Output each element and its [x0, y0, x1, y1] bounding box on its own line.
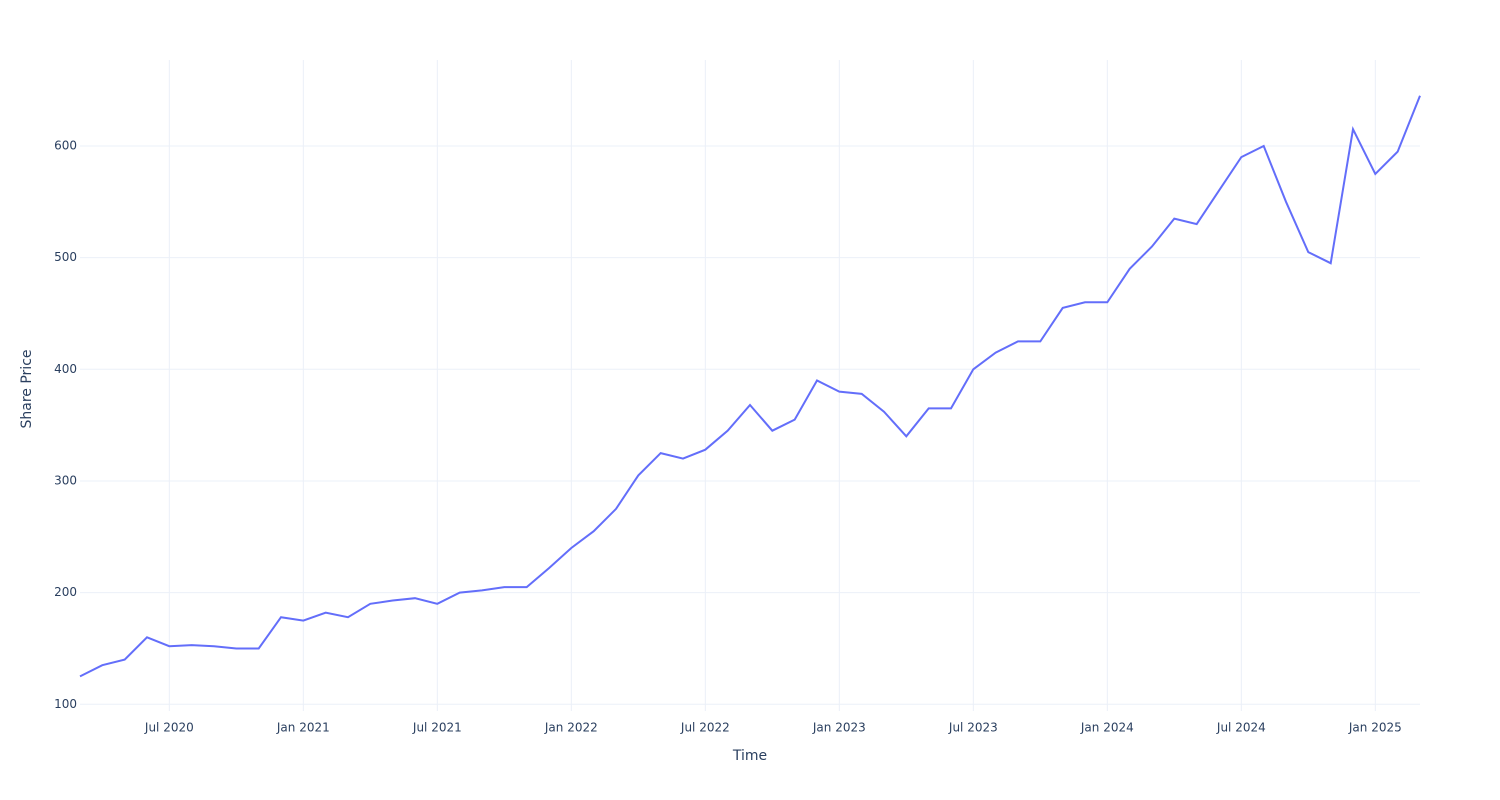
- x-tick-label: Jul 2024: [1216, 721, 1266, 735]
- x-tick-label: Jan 2023: [812, 721, 866, 735]
- y-tick-label: 600: [54, 138, 77, 152]
- y-tick-label: 300: [54, 473, 77, 487]
- y-axis-title: Share Price: [19, 349, 35, 428]
- price-line: [79, 95, 1421, 678]
- x-axis-title: Time: [732, 748, 767, 764]
- y-tick-label: 500: [54, 250, 77, 264]
- x-tick-label: Jan 2021: [276, 721, 330, 735]
- x-tick-label: Jul 2023: [948, 721, 998, 735]
- x-tick-label: Jan 2022: [544, 721, 598, 735]
- x-tick-label: Jul 2022: [680, 721, 730, 735]
- y-tick-label: 100: [54, 697, 77, 711]
- y-tick-label: 200: [54, 585, 77, 599]
- y-tick-label: 400: [54, 362, 77, 376]
- x-tick-label: Jul 2020: [144, 721, 194, 735]
- x-tick-label: Jul 2021: [412, 721, 462, 735]
- x-tick-label: Jan 2025: [1348, 721, 1402, 735]
- x-tick-label: Jan 2024: [1080, 721, 1134, 735]
